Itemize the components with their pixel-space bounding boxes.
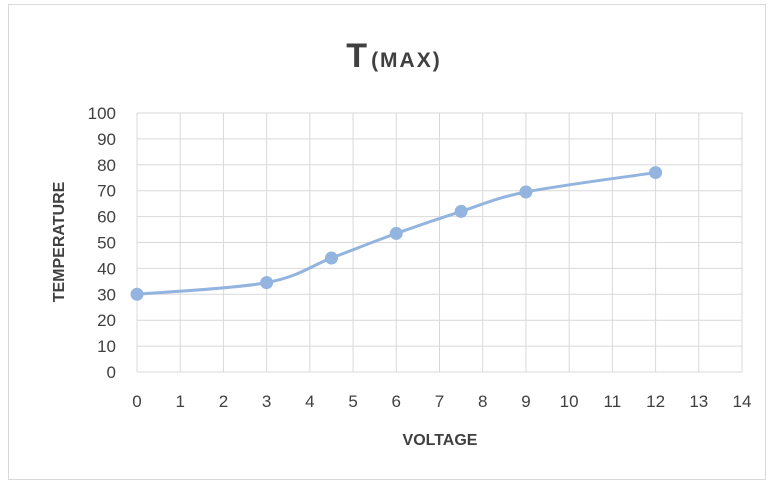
x-tick-label: 13 bbox=[689, 392, 708, 411]
x-tick-label: 8 bbox=[478, 392, 487, 411]
x-tick-label: 7 bbox=[435, 392, 444, 411]
data-point bbox=[324, 251, 338, 265]
chart-title: T (MAX) bbox=[346, 37, 441, 75]
y-axis-label: TEMPERATURE bbox=[51, 181, 68, 302]
y-tick-label: 70 bbox=[97, 182, 116, 201]
y-tick-label: 100 bbox=[88, 104, 116, 123]
y-tick-labels: 0 10 20 30 40 50 60 70 80 90 100 bbox=[88, 104, 116, 382]
data-point bbox=[389, 226, 403, 240]
data-point bbox=[130, 287, 144, 301]
data-point bbox=[260, 276, 274, 290]
x-tick-label: 9 bbox=[521, 392, 530, 411]
x-tick-label: 5 bbox=[348, 392, 357, 411]
x-tick-label: 12 bbox=[646, 392, 665, 411]
x-tick-label: 0 bbox=[132, 392, 141, 411]
data-point bbox=[519, 185, 533, 199]
x-tick-label: 2 bbox=[219, 392, 228, 411]
x-tick-label: 3 bbox=[262, 392, 271, 411]
y-tick-label: 50 bbox=[97, 234, 116, 253]
y-tick-label: 20 bbox=[97, 311, 116, 330]
x-tick-label: 11 bbox=[604, 392, 622, 411]
y-tick-label: 10 bbox=[97, 337, 116, 356]
data-point bbox=[454, 204, 468, 218]
y-tick-label: 90 bbox=[97, 130, 116, 149]
y-tick-label: 60 bbox=[97, 208, 116, 227]
y-tick-label: 40 bbox=[97, 259, 116, 278]
x-tick-labels: 0 1 2 3 4 5 6 7 8 9 10 11 12 13 14 bbox=[132, 392, 751, 411]
x-tick-label: 10 bbox=[560, 392, 579, 411]
y-tick-label: 0 bbox=[107, 363, 116, 382]
x-tick-label: 6 bbox=[392, 392, 401, 411]
y-tick-label: 30 bbox=[97, 285, 116, 304]
x-tick-label: 4 bbox=[305, 392, 314, 411]
x-tick-label: 1 bbox=[175, 392, 184, 411]
x-axis-label: VOLTAGE bbox=[403, 432, 478, 449]
chart-title-sub: (MAX) bbox=[371, 49, 442, 72]
gridlines bbox=[136, 112, 743, 373]
chart-title-main: T bbox=[346, 37, 367, 75]
data-point bbox=[649, 166, 663, 180]
y-tick-label: 80 bbox=[97, 156, 116, 175]
data-points bbox=[130, 166, 663, 301]
x-tick-label: 14 bbox=[733, 392, 752, 411]
